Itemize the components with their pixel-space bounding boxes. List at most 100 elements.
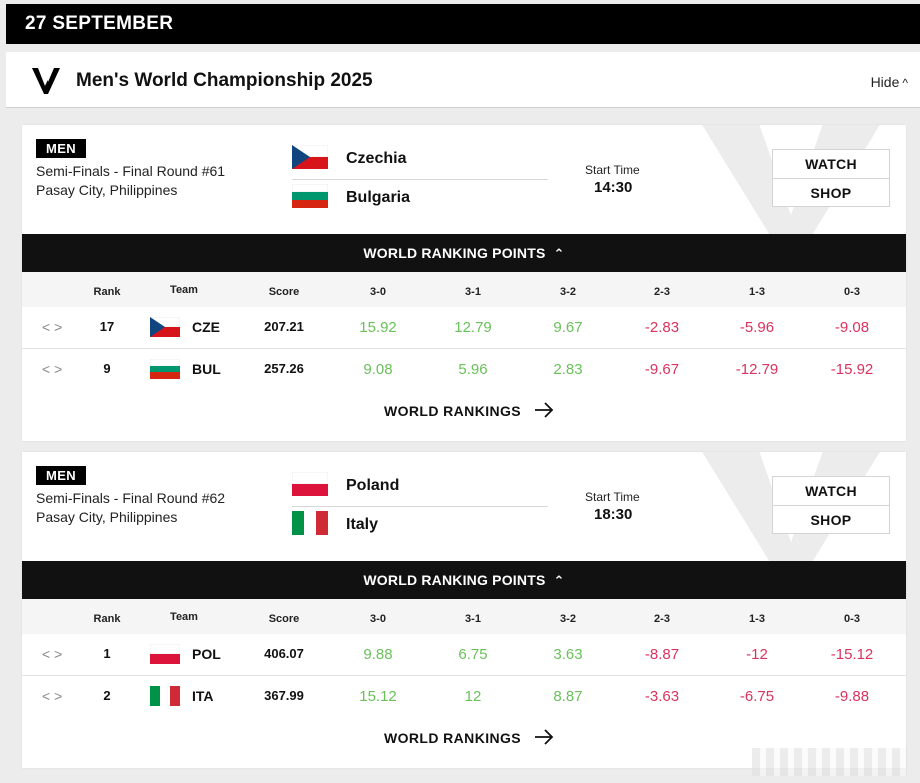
team-name: Bulgaria bbox=[346, 189, 411, 206]
compare-arrows-icon[interactable]: <> bbox=[42, 646, 67, 662]
header-3-2: 3-2 bbox=[560, 613, 576, 625]
header-team: Team bbox=[170, 611, 198, 623]
score-value: 257.26 bbox=[264, 361, 304, 376]
date-header: 27 SEPTEMBER bbox=[6, 4, 920, 44]
header-rank: Rank bbox=[93, 286, 121, 298]
compare-arrows-icon[interactable]: <> bbox=[42, 319, 67, 335]
team-name: Italy bbox=[346, 516, 379, 533]
points-3-1: 5.96 bbox=[458, 361, 488, 378]
team-row-away[interactable]: Italy bbox=[292, 511, 548, 537]
team-row-home[interactable]: Poland bbox=[292, 472, 548, 507]
ranking-points-toggle[interactable]: WORLD RANKING POINTS ⌃ bbox=[22, 561, 906, 599]
points-1-3: -12 bbox=[746, 646, 768, 663]
czechia-flag-icon bbox=[150, 317, 180, 337]
header-3-1: 3-1 bbox=[465, 613, 481, 625]
score-value: 207.21 bbox=[264, 319, 304, 334]
shop-button[interactable]: SHOP bbox=[810, 512, 852, 528]
ranking-points-label: WORLD RANKING POINTS bbox=[363, 245, 546, 261]
header-1-3: 1-3 bbox=[749, 286, 765, 298]
gender-badge: MEN bbox=[36, 466, 87, 485]
shop-button[interactable]: SHOP bbox=[810, 185, 852, 201]
italy-flag-icon bbox=[150, 686, 180, 706]
table-row: <> 2 ITA 367.99 15.12 12 8.87 -3.63 -6.7… bbox=[22, 676, 906, 717]
hide-toggle[interactable]: Hide ^ bbox=[871, 74, 908, 90]
poland-flag-icon bbox=[150, 644, 180, 664]
points-2-3: -2.83 bbox=[644, 319, 680, 336]
header-2-3: 2-3 bbox=[654, 613, 670, 625]
hide-label: Hide bbox=[870, 74, 900, 90]
ranking-table: Rank Team Score 3-0 3-1 3-2 2-3 1-3 0-3 … bbox=[22, 599, 906, 769]
header-1-3: 1-3 bbox=[749, 613, 765, 625]
points-3-1: 12.79 bbox=[454, 319, 492, 336]
compare-arrows-icon[interactable]: <> bbox=[42, 688, 67, 704]
chevron-up-icon: ⌃ bbox=[553, 573, 565, 588]
points-3-1: 12 bbox=[464, 688, 482, 705]
table-header-row: Rank Team Score 3-0 3-1 3-2 2-3 1-3 0-3 bbox=[22, 272, 906, 307]
rank-value: 2 bbox=[103, 688, 111, 703]
pagination-dots bbox=[752, 748, 907, 776]
table-row: <> 9 BUL 257.26 9.08 5.96 2.83 -9.67 -12… bbox=[22, 349, 906, 390]
start-time-label: Start Time bbox=[585, 163, 640, 177]
team-name: Czechia bbox=[346, 150, 407, 167]
ranking-points-toggle[interactable]: WORLD RANKING POINTS ⌃ bbox=[22, 234, 906, 272]
header-3-0: 3-0 bbox=[370, 613, 386, 625]
start-time: 18:30 bbox=[594, 506, 633, 523]
points-3-0: 9.88 bbox=[363, 646, 393, 663]
watch-button[interactable]: WATCH bbox=[773, 150, 889, 179]
points-0-3: -15.12 bbox=[830, 646, 874, 663]
header-team: Team bbox=[170, 284, 198, 296]
team-name: Poland bbox=[346, 477, 400, 494]
world-rankings-link[interactable]: WORLD RANKINGS bbox=[384, 730, 522, 746]
header-3-2: 3-2 bbox=[560, 286, 576, 298]
venue: Pasay City, Philippines bbox=[36, 509, 178, 525]
team-code: BUL bbox=[192, 361, 221, 377]
compare-arrows-icon[interactable]: <> bbox=[42, 361, 67, 377]
round-name: Semi-Finals - Final Round #61 bbox=[36, 163, 226, 179]
team-code: ITA bbox=[192, 688, 214, 704]
points-2-3: -3.63 bbox=[644, 688, 680, 705]
gender-badge: MEN bbox=[36, 139, 87, 158]
header-2-3: 2-3 bbox=[654, 286, 670, 298]
bulgaria-flag-icon bbox=[150, 359, 180, 379]
team-row-home[interactable]: Czechia bbox=[292, 145, 548, 180]
watch-button[interactable]: WATCH bbox=[773, 477, 889, 506]
points-0-3: -15.92 bbox=[830, 361, 874, 378]
italy-flag-icon bbox=[292, 511, 328, 535]
points-3-2: 2.83 bbox=[553, 361, 583, 378]
points-3-0: 15.92 bbox=[359, 319, 397, 336]
points-2-3: -8.87 bbox=[644, 646, 680, 663]
points-3-0: 15.12 bbox=[359, 688, 397, 705]
points-3-2: 9.67 bbox=[553, 319, 583, 336]
chevron-up-icon: ⌃ bbox=[553, 246, 565, 261]
points-1-3: -6.75 bbox=[739, 688, 775, 705]
header-score: Score bbox=[268, 286, 300, 298]
arrow-right-icon[interactable] bbox=[534, 728, 554, 746]
team-row-away[interactable]: Bulgaria bbox=[292, 184, 548, 210]
arrow-right-icon[interactable] bbox=[534, 401, 554, 419]
poland-flag-icon bbox=[292, 472, 328, 496]
header-score: Score bbox=[268, 613, 300, 625]
volleyball-world-logo-icon bbox=[32, 68, 60, 94]
header-3-1: 3-1 bbox=[465, 286, 481, 298]
czechia-flag-icon bbox=[292, 145, 328, 169]
points-3-2: 3.63 bbox=[553, 646, 583, 663]
points-0-3: -9.88 bbox=[834, 688, 870, 705]
header-0-3: 0-3 bbox=[844, 613, 860, 625]
competition-title: Men's World Championship 2025 bbox=[76, 70, 373, 91]
start-time: 14:30 bbox=[594, 179, 633, 196]
rank-value: 17 bbox=[99, 319, 115, 334]
header-0-3: 0-3 bbox=[844, 286, 860, 298]
action-box: WATCH SHOP bbox=[772, 149, 890, 207]
start-time-label: Start Time bbox=[585, 490, 640, 504]
header-rank: Rank bbox=[93, 613, 121, 625]
points-2-3: -9.67 bbox=[644, 361, 680, 378]
points-0-3: -9.08 bbox=[834, 319, 870, 336]
world-rankings-link[interactable]: WORLD RANKINGS bbox=[384, 403, 522, 419]
points-1-3: -5.96 bbox=[739, 319, 775, 336]
points-3-0: 9.08 bbox=[363, 361, 393, 378]
match-card: MEN Semi-Finals - Final Round #62 Pasay … bbox=[22, 452, 906, 768]
rank-value: 1 bbox=[103, 646, 111, 661]
table-header-row: Rank Team Score 3-0 3-1 3-2 2-3 1-3 0-3 bbox=[22, 599, 906, 634]
ranking-table: Rank Team Score 3-0 3-1 3-2 2-3 1-3 0-3 … bbox=[22, 272, 906, 442]
header-3-0: 3-0 bbox=[370, 286, 386, 298]
